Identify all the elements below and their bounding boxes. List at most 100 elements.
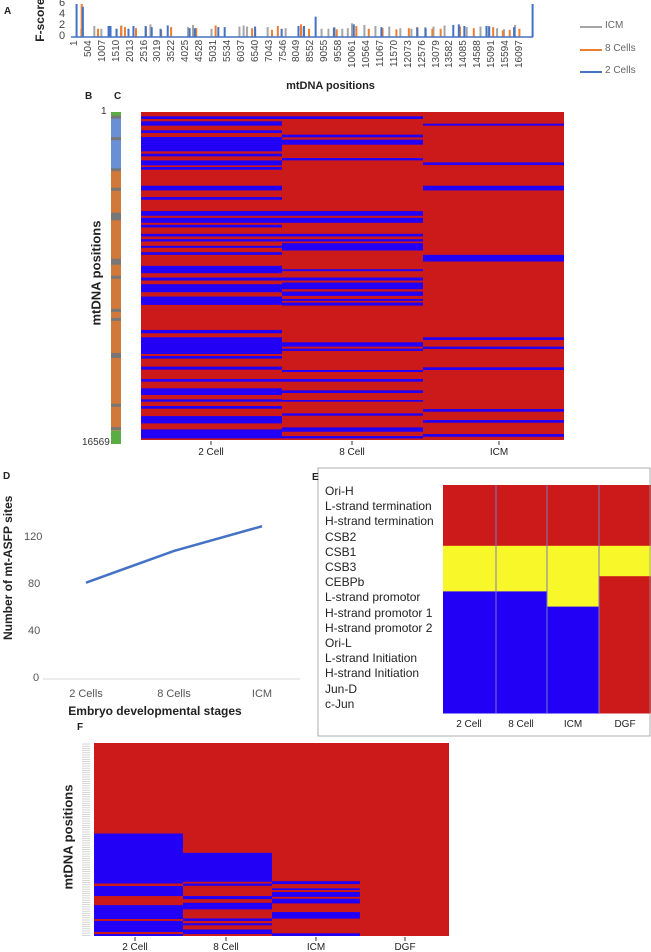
c-heatmap-background — [141, 112, 564, 440]
a-bar-8cells — [120, 26, 123, 37]
e-cell-blue — [547, 652, 599, 668]
b-trna-mark — [111, 354, 121, 358]
a-bar-icm — [465, 27, 468, 37]
e-cell-yellow — [547, 545, 599, 562]
a-bar-2cells — [332, 27, 335, 37]
a-bar-2cells — [127, 28, 130, 37]
d-xtick: 8 Cells — [157, 688, 191, 700]
a-bar-2cells — [81, 6, 84, 37]
b-trna-mark — [111, 115, 121, 119]
a-xtick: 12073 — [402, 40, 414, 68]
e-cell-yellow — [496, 545, 547, 562]
e-cell-blue — [443, 667, 496, 684]
e-col-label-dgf: DGF — [614, 719, 636, 730]
a-bar-8cells — [308, 28, 311, 37]
e-cell-blue — [443, 621, 496, 638]
c-ylabel: mtDNA positions — [88, 220, 104, 326]
a-bar-8cells — [300, 24, 303, 37]
a-bar-2cells — [188, 28, 191, 37]
a-xtick: 11067 — [374, 40, 386, 68]
c-cell-blue — [282, 277, 423, 281]
a-bar-icm — [192, 24, 195, 37]
c-cell-blue — [141, 329, 282, 334]
a-bar-8cells — [472, 28, 475, 37]
a-bar-8cells — [96, 28, 99, 37]
legend-icm: ICM — [605, 20, 624, 31]
e-row-label: H-strand promotor 1 — [325, 605, 433, 620]
f-cell-blue — [183, 896, 272, 900]
e-cell-blue — [496, 606, 547, 623]
c-cell-blue — [141, 296, 282, 305]
e-cell-blue — [443, 697, 496, 714]
e-cell-blue — [547, 697, 599, 714]
d-xtick: ICM — [251, 688, 273, 700]
e-cell-red — [599, 652, 651, 668]
c-cell-blue — [282, 436, 423, 439]
c-cell-blue — [282, 282, 423, 290]
e-cell-yellow — [547, 576, 599, 592]
e-cell-yellow — [496, 561, 547, 577]
e-cell-blue — [547, 606, 599, 623]
a-xtick: 8552 — [305, 40, 317, 63]
c-cell-blue — [141, 429, 282, 439]
e-row-label: Jun-D — [325, 681, 358, 696]
a-bar-8cells — [518, 28, 521, 37]
e-cell-red — [547, 530, 599, 547]
a-bar-8cells — [170, 27, 173, 37]
a-bar-2cells — [223, 27, 226, 37]
c-cell-blue — [282, 413, 423, 416]
f-cell-blue — [272, 933, 360, 936]
a-xtick: 4528 — [194, 40, 206, 63]
a-xtick: 9558 — [333, 40, 345, 63]
a-bar-2cells — [75, 4, 78, 37]
e-cell-red — [443, 515, 496, 532]
e-cell-yellow — [599, 545, 651, 562]
c-cell-blue — [282, 427, 423, 432]
c-cell-blue — [141, 217, 282, 223]
c-cell-blue — [282, 291, 423, 296]
c-cell-blue — [141, 121, 282, 126]
c-cell-blue — [282, 233, 423, 237]
e-row-label: CSB1 — [325, 544, 357, 559]
a-ytick: 0 — [59, 30, 66, 42]
a-bar-8cells — [508, 29, 511, 37]
a-bar-icm — [350, 23, 353, 37]
b-segment-green — [111, 430, 121, 444]
a-bar-icm — [432, 26, 435, 37]
legend-swatch-2cells — [580, 71, 602, 73]
e-cell-yellow — [599, 561, 651, 577]
e-cell-red — [496, 530, 547, 547]
f-col-label-dgf: DGF — [394, 942, 416, 952]
a-bar-2cells — [297, 26, 300, 37]
f-cell-blue — [183, 918, 272, 921]
a-bar-2cells — [115, 28, 118, 37]
e-cell-yellow — [443, 561, 496, 577]
e-row-label: L-strand termination — [325, 499, 432, 514]
c-cell-blue — [141, 252, 282, 255]
a-xtick: 8049 — [291, 40, 303, 63]
c-cell-blue — [141, 366, 282, 370]
a-bar-2cells — [513, 27, 516, 37]
panel-label-b: B — [85, 91, 93, 102]
d-ytick: 120 — [24, 531, 43, 543]
c-cell-blue — [141, 185, 282, 191]
c-cell-blue — [141, 406, 282, 409]
f-cell-blue — [183, 883, 272, 886]
e-cell-blue — [496, 637, 547, 653]
c-col-label-2cell: 2 Cell — [198, 447, 224, 458]
f-cell-blue — [94, 905, 183, 920]
b-trna-mark — [111, 317, 121, 321]
c-cell-blue — [282, 400, 423, 402]
e-cell-red — [599, 530, 651, 547]
f-cell-blue — [272, 888, 360, 891]
e-cell-blue — [443, 606, 496, 623]
a-bar-icm — [100, 28, 103, 37]
c-cell-blue — [282, 342, 423, 347]
f-cell-blue — [272, 898, 360, 904]
a-bar-2cells — [452, 24, 455, 37]
b-segment-green — [111, 112, 121, 116]
c-cell-blue — [141, 355, 282, 359]
f-cell-blue — [94, 920, 183, 932]
a-bar-2cells — [314, 16, 317, 37]
panel-label-c: C — [114, 91, 122, 102]
